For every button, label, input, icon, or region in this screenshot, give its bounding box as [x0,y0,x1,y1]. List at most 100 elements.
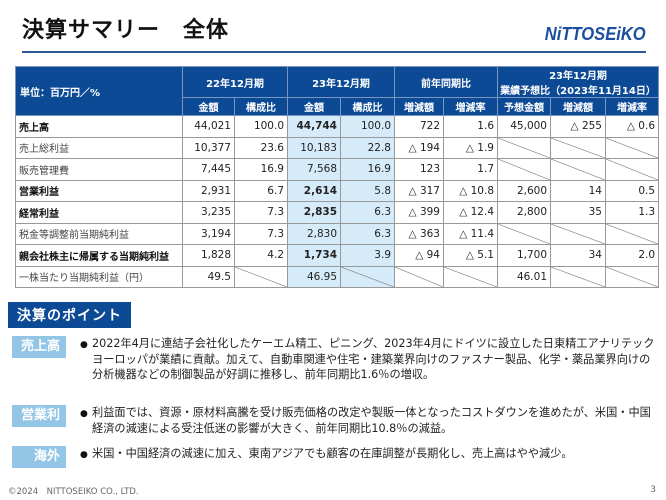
cell: 34 [550,244,606,267]
cell: 1,700 [497,244,551,267]
cell: △ 94 [394,244,444,267]
cell: 7.3 [234,201,288,224]
empty-cell [604,136,660,159]
cell: △ 255 [550,115,606,138]
cell: 100.0 [234,115,288,138]
cell: 6.3 [340,222,395,245]
table-row: 一株当たり当期純利益（円） 49.5 46.95 46.01 [15,265,660,288]
row-label: 販売管理費 [15,158,183,181]
cell: 44,021 [182,115,235,138]
bullet-icon: ● [80,409,88,419]
header-forecast: 23年12月期 業績予想比（2023年11月14日） [496,66,660,98]
row-label: 営業利益 [15,179,183,202]
point-text-operating-profit: 利益面では、資源・原材料高騰を受け販売価格の改定や製販一体となったコストダウンを… [92,406,651,435]
copyright: ©2024 NITTOSEIKO CO., LTD. [8,487,139,497]
table-row: 親会社株主に帰属する当期純利益 1,828 4.2 1,734 3.9 △ 94… [15,244,660,267]
cell: △ 12.4 [443,201,498,224]
cell: 35 [550,201,606,224]
cell: △ 317 [394,179,444,202]
row-label: 経常利益 [15,201,183,224]
cell: 1.6 [443,115,498,138]
cell: △ 399 [394,201,444,224]
table-row: 販売管理費 7,445 16.9 7,568 16.9 123 1.7 [15,158,660,181]
bullet-icon: ● [80,450,88,460]
page-number: 3 [650,485,656,495]
cell: 3,235 [182,201,235,224]
row-label: 税金等調整前当期純利益 [15,222,183,245]
table-row: 売上高 44,021 100.0 44,744 100.0 722 1.6 45… [15,115,660,138]
cell: 2,800 [497,201,551,224]
cell: 1.7 [443,158,498,181]
empty-cell [340,265,395,288]
page-title: 決算サマリー 全体 [22,18,230,43]
empty-cell [443,265,498,288]
bullet-icon: ● [80,340,88,350]
header-forecast-label: 業績予想比（2023年11月14日） [500,86,656,97]
empty-cell [550,158,606,181]
point-text-overseas: 米国・中国経済の減速に加え、東南アジアでも顧客の在庫調整が長期化し、売上高はやや… [92,447,573,460]
header-yoy: 前年同期比 [394,66,498,98]
row-label: 一株当たり当期純利益（円） [15,265,183,288]
subheader-ratio: 構成比 [340,97,395,116]
empty-cell [604,265,660,288]
cell: 1.3 [604,201,660,224]
tag-overseas: 海外 [12,446,66,468]
empty-cell [497,158,551,181]
cell: 1,734 [287,244,341,267]
unit-label: 単位：百万円／% [15,66,183,116]
cell: 100.0 [340,115,395,138]
row-label: 親会社株主に帰属する当期純利益 [15,244,183,267]
points-heading: 決算のポイント [8,302,131,328]
cell: 6.7 [234,179,288,202]
row-label: 売上総利益 [15,136,183,159]
cell: 10,183 [287,136,341,159]
table-row: 売上総利益 10,377 23.6 10,183 22.8 △ 194 △ 1.… [15,136,660,159]
cell: 22.8 [340,136,395,159]
cell: 16.9 [234,158,288,181]
cell: 23.6 [234,136,288,159]
cell: 16.9 [340,158,395,181]
company-logo: NiTTOSEiKO [545,24,646,44]
cell: 123 [394,158,444,181]
cell: 3.9 [340,244,395,267]
cell: 10,377 [182,136,235,159]
financial-summary-table: 単位：百万円／% 22年12月期 23年12月期 前年同期比 23年12月期 業… [15,66,660,288]
cell: 2,835 [287,201,341,224]
cell: 46.95 [287,265,341,288]
table-row: 経常利益 3,235 7.3 2,835 6.3 △ 399 △ 12.4 2,… [15,201,660,224]
header-fy23: 23年12月期 [287,66,395,98]
subheader-ratio: 構成比 [234,97,288,116]
cell: 45,000 [497,115,551,138]
table-row: 税金等調整前当期純利益 3,194 7.3 2,830 6.3 △ 363 △ … [15,222,660,245]
row-label: 売上高 [15,115,183,138]
tag-operating-profit: 営業利益 [12,405,66,445]
subheader-change-rate: 増減率 [443,97,498,116]
cell: △ 11.4 [443,222,498,245]
title-divider [22,51,646,53]
cell: 7,445 [182,158,235,181]
cell: 7,568 [287,158,341,181]
cell: △ 0.6 [604,115,660,138]
cell: 2,614 [287,179,341,202]
tag-sales: 売上高 [12,336,66,358]
subheader-change-rate: 増減率 [604,97,660,116]
cell: △ 194 [394,136,444,159]
cell: 5.8 [340,179,395,202]
cell: 46.01 [497,265,551,288]
empty-cell [234,265,288,288]
subheader-amount: 金額 [287,97,341,116]
cell: 14 [550,179,606,202]
header-forecast-period: 23年12月期 [549,71,607,82]
cell: △ 363 [394,222,444,245]
subheader-forecast-amount: 予想金額 [497,97,551,116]
point-text-sales: 2022年4月に連結子会社化したケーエム精工、ピニング、2023年4月にドイツに… [92,337,655,381]
cell: 3,194 [182,222,235,245]
cell: △ 5.1 [443,244,498,267]
cell: 2.0 [604,244,660,267]
empty-cell [550,265,606,288]
cell: △ 10.8 [443,179,498,202]
cell: 2,931 [182,179,235,202]
cell: △ 1.9 [443,136,498,159]
header-fy22: 22年12月期 [182,66,288,98]
cell: 0.5 [604,179,660,202]
